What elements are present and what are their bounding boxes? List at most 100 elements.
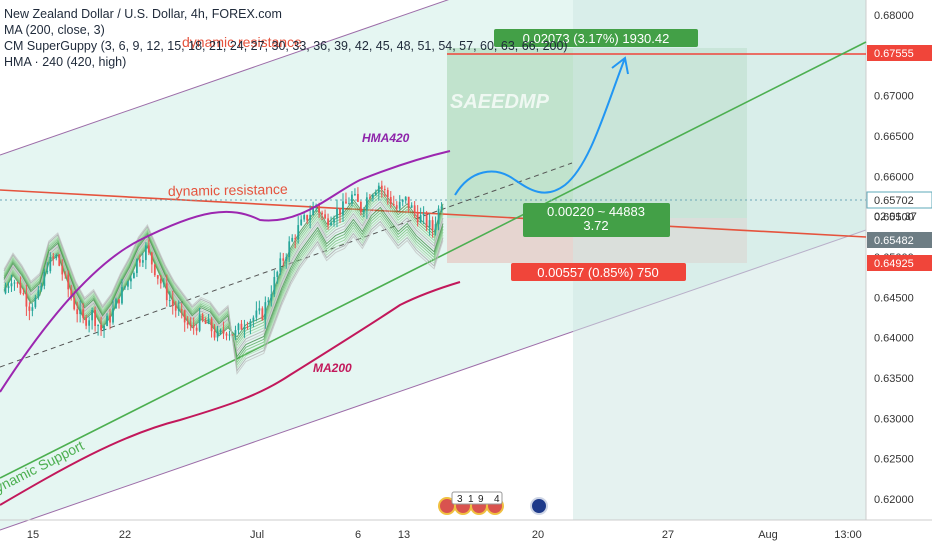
- candle-body: [339, 208, 341, 215]
- symbol-title[interactable]: New Zealand Dollar / U.S. Dollar, 4h, FO…: [4, 7, 282, 21]
- candle-body: [7, 286, 10, 289]
- forecast-arrow[interactable]: [454, 57, 626, 196]
- candle-body: [401, 199, 404, 202]
- candle-body: [168, 300, 171, 302]
- candle-body: [398, 201, 401, 209]
- guppy-indicator-label[interactable]: CM SuperGuppy (3, 6, 9, 12, 15, 18, 21, …: [4, 39, 568, 53]
- candle-body: [150, 252, 153, 265]
- price-tick-label: 0.65500: [874, 212, 914, 224]
- ratio-info-box[interactable]: [523, 203, 670, 237]
- candle-body: [431, 220, 434, 231]
- candle-body: [249, 321, 252, 328]
- candle-body: [124, 286, 126, 288]
- candle-body: [294, 237, 297, 240]
- candle-body: [91, 310, 94, 321]
- time-tick-label: 6: [355, 529, 361, 541]
- candle-body: [55, 254, 58, 259]
- hma-420-curve: [0, 150, 451, 393]
- candle-body: [165, 283, 168, 301]
- countdown-label: 02:01:37: [874, 211, 917, 223]
- dynamic-resistance-mid-label[interactable]: dynamic resistance: [168, 181, 288, 199]
- candle-body: [210, 318, 213, 332]
- candle-body: [321, 212, 323, 215]
- candle-body: [103, 326, 105, 331]
- candle-body: [276, 271, 279, 277]
- candle-body: [285, 257, 288, 261]
- trend-projection-line: [0, 162, 573, 368]
- time-tick-label: 13: [398, 529, 410, 541]
- candle-body: [177, 309, 180, 311]
- candle-body: [255, 310, 258, 318]
- candle-body: [258, 308, 261, 311]
- candle-body: [4, 288, 7, 294]
- target-info-box[interactable]: [494, 29, 698, 47]
- candle-body: [180, 309, 183, 311]
- candle-body: [61, 265, 64, 275]
- candle-body: [201, 314, 204, 321]
- hma-420-label[interactable]: HMA420: [362, 131, 410, 145]
- event-digit-1: 3: [457, 494, 463, 505]
- candle-body: [138, 259, 141, 263]
- candle-body: [357, 194, 359, 202]
- target-price-label: 0.67555: [874, 48, 914, 60]
- candle-body: [171, 300, 174, 307]
- chart-legend: New Zealand Dollar / U.S. Dollar, 4h, FO…: [4, 6, 568, 70]
- candle-body: [312, 206, 315, 215]
- time-tick-label: 13:00: [834, 529, 862, 541]
- candle-body: [37, 290, 40, 298]
- event-digit-2: 1: [468, 494, 474, 505]
- price-tick-label: 0.67000: [874, 91, 914, 103]
- stop-price-label-bg: [867, 255, 932, 271]
- candle-body: [240, 323, 243, 330]
- candle-body: [386, 189, 389, 198]
- candle-body: [88, 320, 91, 326]
- candle-body: [79, 309, 82, 315]
- forecast-arrow-head: [611, 56, 629, 75]
- stop-info-box[interactable]: [511, 263, 686, 281]
- candle-body: [16, 282, 19, 284]
- candle-body: [82, 309, 85, 318]
- candle-body: [207, 318, 210, 324]
- channel-top-border: [0, 0, 449, 156]
- candle-body: [374, 192, 377, 195]
- candle-body: [133, 273, 135, 279]
- candle-body: [261, 308, 264, 320]
- candle-body: [144, 245, 147, 261]
- entry-price-label: 0.65482: [874, 235, 914, 247]
- candle-body: [351, 194, 353, 204]
- candle-body: [345, 201, 347, 204]
- candle-body: [13, 282, 16, 284]
- candle-body: [147, 245, 150, 253]
- candle-body: [270, 294, 273, 301]
- candle-body: [237, 323, 240, 331]
- candle-body: [246, 326, 249, 328]
- nz-flag-icon[interactable]: [530, 497, 548, 515]
- candle-body: [189, 324, 192, 326]
- event-digit-4: 4: [494, 494, 500, 505]
- candle-body: [67, 274, 70, 290]
- hma-indicator-label[interactable]: HMA · 240 (420, high): [4, 55, 127, 69]
- ratio-info-line1: 0.00220 ~ 44883: [547, 204, 645, 219]
- candle-body: [309, 214, 312, 221]
- dynamic-resistance-top-label[interactable]: dynamic resistance: [182, 34, 302, 50]
- time-tick-label: 20: [532, 529, 544, 541]
- candle-body: [377, 185, 380, 193]
- candle-body: [204, 320, 207, 324]
- candle-body: [112, 308, 114, 323]
- guppy-ribbon-line: [3, 206, 444, 358]
- candle-body: [348, 203, 350, 205]
- candle-body: [428, 220, 431, 228]
- candle-body: [354, 194, 356, 196]
- ma-200-label[interactable]: MA200: [313, 361, 352, 375]
- candle-body: [94, 310, 96, 327]
- candle-body: [231, 334, 234, 336]
- candle-body: [267, 300, 270, 303]
- candle-body: [109, 315, 111, 323]
- economic-events[interactable]: 3 1 9 4: [438, 491, 548, 515]
- price-tick-label: 0.66500: [874, 131, 914, 143]
- time-axis-ticks: 15 22 Jul 6 13 20 27 Aug 13:00: [27, 529, 862, 541]
- ma-indicator-label[interactable]: MA (200, close, 3): [4, 23, 105, 37]
- candle-body: [127, 281, 129, 287]
- target-price-label-bg: [867, 45, 932, 61]
